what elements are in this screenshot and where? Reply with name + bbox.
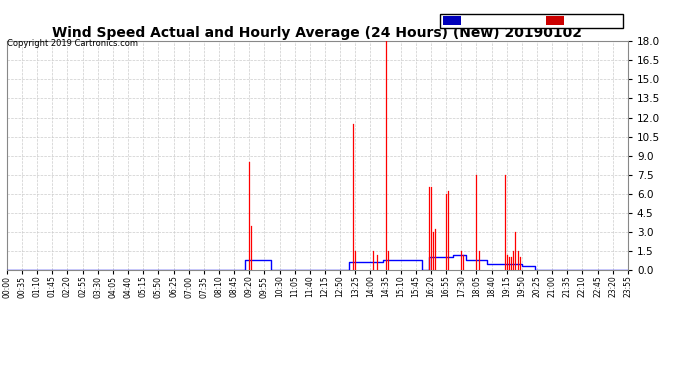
Text: Copyright 2019 Cartronics.com: Copyright 2019 Cartronics.com (7, 39, 138, 48)
Title: Wind Speed Actual and Hourly Average (24 Hours) (New) 20190102: Wind Speed Actual and Hourly Average (24… (52, 26, 582, 40)
Legend: Hourly Avg (mph), Wind (mph): Hourly Avg (mph), Wind (mph) (440, 14, 623, 28)
